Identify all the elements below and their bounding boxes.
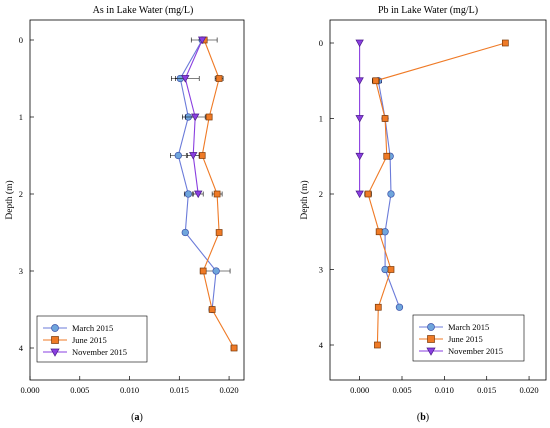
ticks-a: 0.000 0.005 0.010 0.015 0.020 0 1 2 3 4	[19, 35, 239, 395]
legend-a: March 2015 June 2015 November 2015	[36, 315, 148, 363]
data-point	[212, 267, 220, 275]
chart-title-b: Pb in Lake Water (mg/L)	[378, 5, 478, 16]
data-point	[381, 115, 389, 122]
data-point	[374, 341, 381, 349]
data-point	[230, 344, 238, 352]
legend-marker-november-a	[50, 348, 60, 357]
y-tick-label: 0	[19, 35, 23, 45]
legend-label-november-a: November 2015	[72, 347, 127, 357]
plot-frame-a	[29, 19, 245, 381]
y-tick-label: 0	[319, 38, 323, 48]
data-point	[194, 190, 203, 199]
data-point	[191, 113, 200, 122]
data-point	[355, 39, 364, 48]
legend-label-june-b: June 2015	[448, 334, 483, 344]
series-square	[364, 39, 509, 349]
panel-letter-b: b	[420, 412, 426, 423]
y-tick-label: 1	[319, 114, 323, 124]
y-axis-label-a: Depth (m)	[4, 180, 15, 219]
series-a	[170, 36, 238, 352]
panel-a: As in Lake Water (mg/L) Depth (m) 0.000 0…	[4, 5, 245, 423]
x-tick-label: 0.000	[350, 385, 369, 395]
data-point	[364, 190, 372, 198]
data-point	[174, 151, 182, 160]
x-tick-label: 0.010	[435, 385, 454, 395]
legend-label-march-a: March 2015	[72, 323, 113, 333]
x-tick-label: 0.015	[170, 385, 189, 395]
panel-label-b: (b)	[417, 412, 429, 423]
legend-marker-june-a	[51, 336, 59, 344]
data-point	[181, 228, 189, 237]
x-tick-label: 0.005	[392, 385, 411, 395]
y-tick-label: 3	[19, 266, 23, 276]
panel-b: Pb in Lake Water (mg/L) Depth (m) 0.000 0…	[299, 5, 547, 423]
y-tick-label: 4	[319, 340, 324, 350]
legend-b: March 2015 June 2015 November 2015	[412, 314, 525, 362]
y-tick-label: 2	[19, 189, 23, 199]
data-point	[374, 303, 382, 311]
y-axis-label-b: Depth (m)	[299, 180, 310, 219]
x-tick-label: 0.010	[120, 385, 139, 395]
ticks-b: 0.000 0.005 0.010 0.015 0.020 0 1 2 3 4	[319, 38, 539, 395]
data-point	[184, 190, 192, 198]
data-point	[198, 152, 206, 159]
series-square	[190, 36, 238, 352]
data-point	[381, 265, 389, 274]
legend-label-june-a: June 2015	[72, 335, 107, 345]
data-point	[387, 266, 395, 273]
y-tick-label: 4	[19, 343, 24, 353]
data-point	[197, 36, 207, 45]
data-point	[181, 75, 190, 83]
y-tick-label: 1	[19, 112, 23, 122]
data-point	[372, 77, 380, 85]
panel-label-a: (a)	[131, 412, 143, 423]
chart-title-a: As in Lake Water (mg/L)	[93, 5, 194, 16]
y-tick-label: 2	[319, 189, 323, 199]
data-point	[383, 152, 391, 160]
data-point	[215, 229, 223, 236]
x-tick-label: 0.000	[20, 385, 39, 395]
data-point	[355, 190, 364, 199]
data-point	[208, 306, 216, 313]
series-triangle-down	[355, 39, 364, 199]
data-point	[395, 303, 404, 311]
legend-label-march-b: March 2015	[448, 322, 489, 332]
series-line	[177, 39, 217, 310]
legend-marker-november-b	[426, 347, 436, 356]
data-point	[355, 77, 364, 85]
data-point	[189, 152, 198, 160]
y-tick-label: 3	[319, 265, 323, 275]
data-point	[501, 39, 509, 47]
x-tick-label: 0.020	[519, 385, 538, 395]
data-point	[387, 190, 395, 198]
data-point	[355, 152, 364, 161]
legend-label-november-b: November 2015	[448, 346, 503, 356]
series-triangle-down	[171, 36, 207, 199]
data-point	[213, 190, 221, 198]
legend-marker-june-b	[427, 335, 435, 343]
data-point	[375, 228, 383, 236]
data-point	[199, 267, 207, 275]
legend-marker-march-a	[51, 324, 59, 332]
x-tick-label: 0.015	[477, 385, 496, 395]
plot-frame-b	[329, 19, 547, 381]
x-tick-label: 0.020	[220, 385, 239, 395]
legend-marker-march-b	[427, 323, 435, 331]
x-tick-label: 0.005	[70, 385, 89, 395]
panel-letter-a: a	[135, 412, 140, 423]
data-point	[215, 75, 223, 82]
data-point	[381, 228, 389, 236]
series-b	[355, 39, 509, 349]
data-point	[205, 113, 213, 121]
data-point	[355, 115, 364, 123]
